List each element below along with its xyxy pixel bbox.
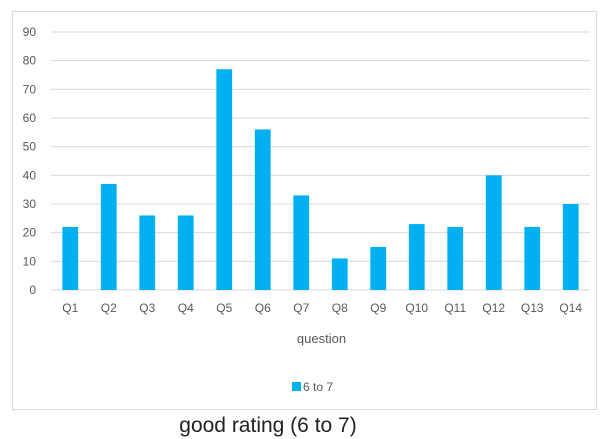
legend-swatch xyxy=(292,382,301,391)
bar-q13 xyxy=(524,226,541,290)
y-tick-label: 50 xyxy=(23,140,37,154)
x-tick-label: Q4 xyxy=(178,301,194,315)
y-tick-label: 40 xyxy=(23,168,37,182)
bar-q7 xyxy=(293,195,310,290)
x-tick-label: Q2 xyxy=(101,301,117,315)
x-tick-label: Q14 xyxy=(559,301,582,315)
bar-q2 xyxy=(100,183,117,290)
bar-q1 xyxy=(62,226,79,290)
x-axis-title: question xyxy=(297,331,346,346)
y-tick-label: 90 xyxy=(23,25,37,39)
x-tick-label: Q8 xyxy=(332,301,348,315)
bar-q4 xyxy=(177,215,194,290)
x-tick-label: Q6 xyxy=(255,301,271,315)
x-tick-label: Q1 xyxy=(62,301,78,315)
y-tick-label: 10 xyxy=(23,254,37,268)
y-tick-label: 60 xyxy=(23,111,37,125)
bar-q8 xyxy=(331,258,348,290)
x-tick-label: Q5 xyxy=(216,301,232,315)
bar-q11 xyxy=(447,226,464,290)
bar-q14 xyxy=(562,204,579,290)
y-tick-label: 20 xyxy=(23,226,37,240)
bar-q9 xyxy=(370,247,387,290)
bar-q5 xyxy=(216,69,233,291)
x-tick-label: Q10 xyxy=(405,301,428,315)
y-tick-label: 80 xyxy=(23,54,37,68)
bar-q10 xyxy=(408,224,425,290)
bar-q6 xyxy=(254,129,271,290)
legend-label: 6 to 7 xyxy=(303,380,333,394)
bar-q3 xyxy=(139,215,156,290)
bar-q12 xyxy=(485,175,502,290)
x-tick-label: Q11 xyxy=(444,301,466,315)
x-tick-label: Q3 xyxy=(139,301,155,315)
x-tick-label: Q12 xyxy=(482,301,505,315)
y-tick-label: 30 xyxy=(23,197,37,211)
x-tick-label: Q7 xyxy=(293,301,309,315)
y-tick-label: 0 xyxy=(29,283,36,297)
x-tick-label: Q13 xyxy=(521,301,544,315)
chart-caption: good rating (6 to 7) xyxy=(179,414,357,437)
y-tick-label: 70 xyxy=(23,82,37,96)
x-tick-label: Q9 xyxy=(370,301,386,315)
